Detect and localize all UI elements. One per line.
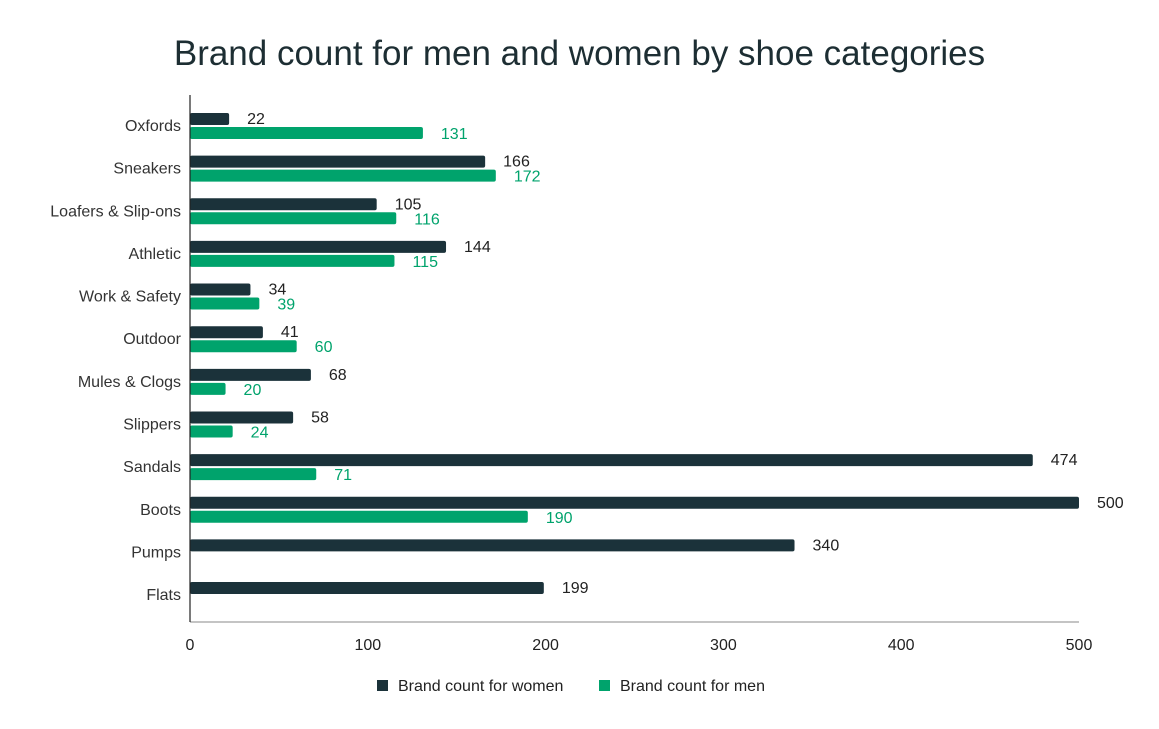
- x-tick-label: 500: [1066, 637, 1093, 654]
- women-data-label: 340: [813, 537, 840, 554]
- category-label: Boots: [140, 502, 181, 519]
- men-bar: [190, 340, 297, 353]
- men-data-label: 131: [441, 126, 468, 143]
- category-label: Slippers: [123, 416, 181, 433]
- men-data-label: 71: [334, 467, 352, 484]
- x-tick-label: 300: [710, 637, 737, 654]
- chart-title: Brand count for men and women by shoe ca…: [173, 34, 986, 73]
- legend-label: Brand count for women: [398, 678, 563, 695]
- men-data-label: 190: [546, 510, 573, 527]
- legend-swatch: [599, 680, 610, 691]
- legend-label: Brand count for men: [620, 678, 765, 695]
- women-data-label: 199: [562, 580, 589, 597]
- x-tick-label: 200: [532, 637, 559, 654]
- women-data-label: 41: [281, 324, 299, 341]
- category-label: Outdoor: [123, 331, 181, 348]
- x-tick-label: 400: [888, 637, 915, 654]
- women-bar: [190, 326, 263, 339]
- women-bar: [190, 198, 377, 211]
- category-label: Loafers & Slip-ons: [50, 203, 181, 220]
- x-tick-label: 100: [354, 637, 381, 654]
- women-data-label: 474: [1051, 452, 1078, 469]
- women-data-label: 166: [503, 154, 530, 171]
- x-tick-label: 0: [186, 637, 195, 654]
- women-bar: [190, 496, 1079, 509]
- category-label: Work & Safety: [79, 289, 181, 306]
- category-label: Sandals: [123, 459, 181, 476]
- category-label: Mules & Clogs: [78, 374, 181, 391]
- men-bar: [190, 425, 233, 438]
- women-bar: [190, 283, 251, 296]
- men-bar: [190, 382, 226, 395]
- men-bar: [190, 297, 260, 310]
- women-bar: [190, 368, 311, 381]
- men-data-label: 60: [315, 339, 333, 356]
- women-bar: [190, 454, 1033, 467]
- women-bar: [190, 113, 230, 125]
- women-bar: [190, 411, 294, 424]
- men-bar: [190, 212, 397, 225]
- women-data-label: 58: [311, 409, 329, 426]
- women-bar: [190, 582, 544, 595]
- category-label: Oxfords: [125, 118, 181, 135]
- women-data-label: 22: [247, 111, 265, 128]
- legend-swatch: [377, 680, 388, 691]
- women-data-label: 500: [1097, 495, 1124, 512]
- men-bar: [190, 169, 496, 182]
- women-data-label: 105: [395, 196, 422, 213]
- women-data-label: 34: [268, 282, 286, 299]
- men-bar: [190, 510, 528, 523]
- men-data-label: 20: [244, 382, 262, 399]
- women-bar: [190, 539, 795, 552]
- category-label: Sneakers: [113, 161, 181, 178]
- men-data-label: 115: [412, 254, 438, 271]
- men-data-label: 39: [277, 297, 295, 314]
- women-bar: [190, 240, 447, 253]
- category-label: Pumps: [131, 544, 181, 561]
- men-bar: [190, 468, 317, 481]
- women-data-label: 144: [464, 239, 491, 256]
- category-label: Athletic: [129, 246, 181, 263]
- women-data-label: 68: [329, 367, 347, 384]
- men-bar: [190, 127, 423, 139]
- women-bar: [190, 155, 486, 168]
- men-data-label: 24: [251, 424, 269, 441]
- men-data-label: 172: [514, 169, 541, 186]
- category-label: Flats: [146, 587, 181, 604]
- men-bar: [190, 254, 395, 267]
- men-data-label: 116: [414, 211, 440, 228]
